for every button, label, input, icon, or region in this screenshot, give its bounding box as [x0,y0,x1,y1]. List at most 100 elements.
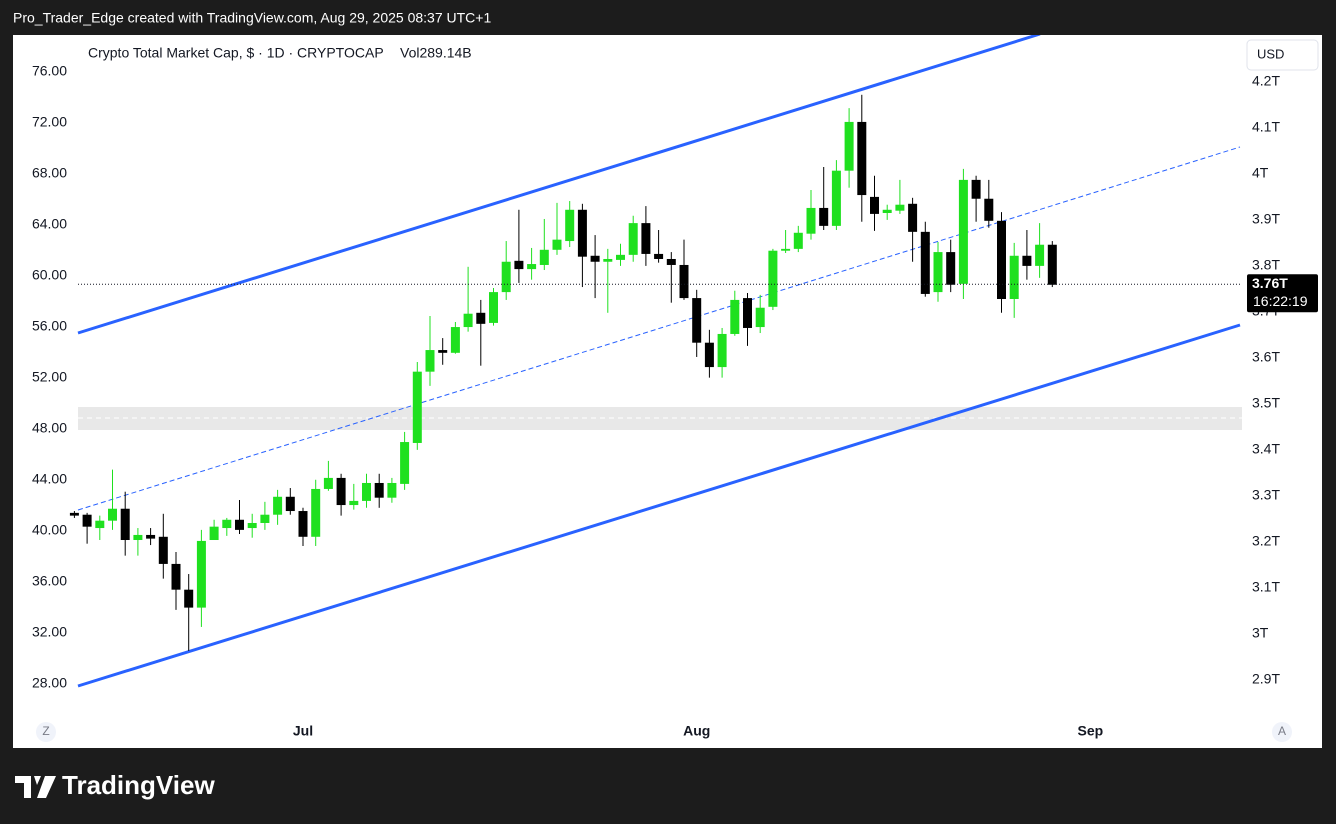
candle-body [362,482,371,501]
candle-body [69,512,79,516]
candle-body [184,589,194,608]
candle-body [1022,255,1032,266]
y2-tick-label: 68.00 [32,165,67,181]
drawings [77,35,1242,688]
candle-body [768,250,778,307]
y2-tick-label: 72.00 [32,114,67,130]
candle-body [946,252,956,285]
candle-body [108,508,117,521]
y2-tick-label: 36.00 [32,573,67,589]
candle-body [222,519,232,529]
candle-body [209,526,219,541]
currency-box[interactable] [1246,39,1319,71]
candle-body [654,253,664,259]
chart-panel [13,35,1322,748]
candle-body [146,534,156,539]
candle-body [196,540,206,608]
candle-body [514,260,524,270]
candle-body [552,239,562,250]
y-tick-label: 2.9T [1252,671,1280,687]
y-tick-label: 4T [1252,165,1269,181]
candle-body [400,442,410,484]
candle-body [349,500,359,506]
candle-body [590,255,600,262]
candle-body [920,231,930,294]
candle-body [971,179,981,199]
candle-body [412,371,422,443]
y2-tick-label: 28.00 [32,675,67,691]
candle-body [285,496,295,512]
volume: Vol289.14B [400,45,472,61]
channel-bottom [77,323,1241,688]
candle-body [539,249,549,265]
y-tick-label: 3.1T [1252,579,1280,595]
candle-body [82,514,92,527]
y2-tick-label: 60.00 [32,267,67,283]
candle-body [730,299,740,334]
candle-body [527,264,537,270]
candle-body [781,248,791,251]
candle-body [425,350,435,372]
channel-mid [77,146,1241,511]
candle-body [120,508,130,541]
candle-body [336,477,346,506]
candle-body [717,333,727,368]
candle-body [806,207,816,234]
y-tick-label: 3.3T [1252,487,1280,503]
button-a-label[interactable]: A [1278,724,1286,738]
candle-body [641,223,651,254]
candle-body [743,298,752,328]
candle-body [857,121,867,196]
y2-tick-label: 52.00 [32,369,67,385]
candle-body [374,482,384,498]
candle-body [628,223,638,255]
candle-body [616,254,625,260]
candle-body [311,488,321,537]
currency[interactable]: USD [1257,46,1284,61]
y-tick-label: 3.2T [1252,533,1280,549]
button-z[interactable] [36,722,56,742]
candle-body [755,307,765,328]
y-tick-label: 3.4T [1252,441,1280,457]
y2-tick-label: 44.00 [32,471,67,487]
candle-body [958,179,968,284]
y2-tick-label: 40.00 [32,522,67,538]
x-tick-label: Jul [293,723,313,739]
candle-body [704,342,714,368]
candle-body [895,204,905,211]
button-z-label[interactable]: Z [42,724,49,738]
candle-body [463,313,473,328]
candle-body [679,264,689,299]
header: Pro_Trader_Edge created with TradingView… [13,10,491,26]
x-tick-label: Aug [683,723,710,739]
y2-tick-label: 76.00 [32,63,67,79]
candle-body [577,209,587,257]
button-a[interactable] [1272,722,1292,742]
y-tick-label: 3T [1252,625,1269,641]
x-tick-label: Sep [1078,723,1104,739]
y2-tick-label: 32.00 [32,624,67,640]
candle-body [450,327,460,353]
candle-body [95,520,105,529]
last-price-label: 3.76T [1252,275,1288,291]
candle-body [870,196,879,214]
candle-body [387,482,397,498]
last-price-box [1247,274,1318,313]
candle-body [476,312,486,324]
y2-tick-label: 48.00 [32,420,67,436]
candle-body [171,563,181,590]
candle-body [984,198,994,221]
candle-body [298,511,308,537]
y-tick-label: 3.9T [1252,211,1280,227]
countdown: 16:22:19 [1253,293,1308,309]
candle-body [1009,255,1019,300]
y-tick-label: 3.6T [1252,349,1280,365]
candle-body [501,261,511,293]
y-tick-label: 3.5T [1252,395,1280,411]
legend: Crypto Total Market Cap, $ · 1D · CRYPTO… [88,45,384,61]
candle-body [565,209,575,242]
candle-body [831,170,841,226]
y-tick-label: 4.2T [1252,73,1280,89]
